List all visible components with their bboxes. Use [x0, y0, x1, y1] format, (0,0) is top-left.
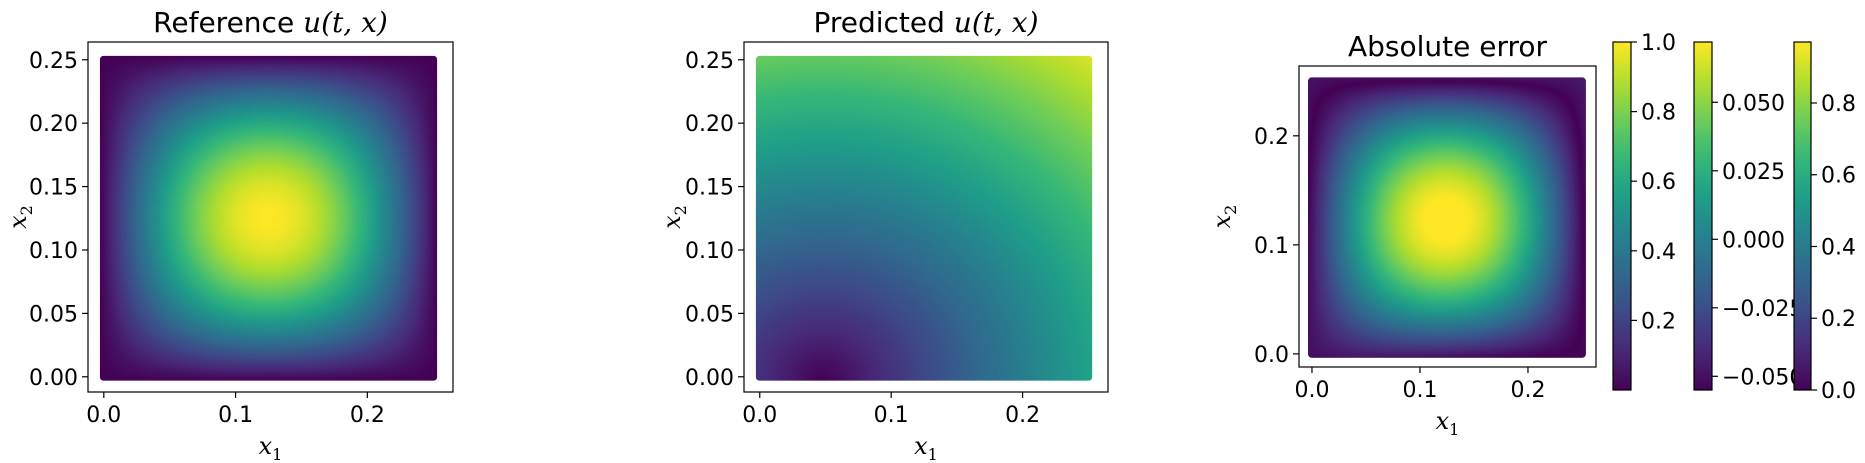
- y-tick-label: 0.25: [29, 49, 78, 74]
- y-tick-label: 0.00: [29, 366, 78, 391]
- colorbar-tick-label: 0.025: [1722, 160, 1785, 185]
- x-tick-label: 0.1: [218, 403, 253, 428]
- heatmap-field: [1307, 77, 1586, 358]
- colorbar-tick-label: −0.025: [1722, 297, 1803, 322]
- y-tick-label: 0.10: [29, 239, 78, 264]
- y-tick-label: 0.25: [685, 49, 734, 74]
- chart-title: Predicted u(t, x): [813, 6, 1038, 39]
- colorbar-tick-label: 0.000: [1722, 228, 1785, 253]
- chart-title: Absolute error: [1348, 30, 1548, 63]
- x-tick-label: 0.1: [874, 403, 909, 428]
- y-tick-label: 0.15: [29, 176, 78, 201]
- y-axis-label: x2: [1208, 205, 1240, 229]
- colorbar-3: 0.0 0.2 0.4 0.6 0.8: [1793, 41, 1856, 404]
- chart-title: Reference u(t, x): [153, 6, 388, 39]
- x-tick-label: 0.1: [1402, 378, 1437, 403]
- colorbar-tick-label: 0.050: [1722, 91, 1785, 116]
- x-axis-label: x1: [1436, 407, 1460, 439]
- y-tick-label: 0.15: [685, 176, 734, 201]
- x-tick-label: 0.0: [86, 403, 121, 428]
- subplot-1: 0.0 0.1 0.2 0.00 0.05 0.10 0.15 0.20 0.25 Referen…: [4, 6, 454, 463]
- y-tick-label: 0.1: [1254, 234, 1289, 259]
- colorbar-tick-label: 0.6: [1641, 170, 1676, 195]
- x-tick-label: 0.2: [350, 403, 385, 428]
- axes-frame: [87, 41, 454, 393]
- colorbar-tick-label: 0.0: [1821, 379, 1856, 404]
- y-tick-label: 0.20: [685, 112, 734, 137]
- x-tick-label: 0.0: [1294, 378, 1329, 403]
- colorbar-tick-label: 0.8: [1641, 101, 1676, 126]
- subplot-3: 0.0 0.1 0.2 0.0 0.1 0.2 Absolute error x1 x2: [1208, 30, 1597, 439]
- colorbar-1: 0.2 0.4 0.6 0.8 1.0: [1612, 31, 1676, 391]
- heatmap-field: [755, 55, 1093, 381]
- y-axis-label: x2: [658, 205, 690, 229]
- axes-frame: [1298, 65, 1597, 368]
- colorbar-2: −0.050 −0.025 0.000 0.025 0.050: [1693, 41, 1803, 391]
- colorbar-gradient: [1693, 41, 1713, 391]
- subplot-2: 0.0 0.1 0.2 0.00 0.05 0.10 0.15 0.20 0.25 Predict…: [658, 6, 1109, 463]
- y-tick-label: 0.2: [1254, 125, 1289, 150]
- x-tick-label: 0.2: [1510, 378, 1545, 403]
- x-axis-label: x1: [914, 432, 938, 463]
- y-tick-label: 0.0: [1254, 343, 1289, 368]
- colorbar-tick-label: 0.8: [1821, 92, 1856, 117]
- x-tick-label: 0.2: [1005, 403, 1040, 428]
- x-axis-label: x1: [259, 432, 283, 463]
- y-tick-label: 0.10: [685, 239, 734, 264]
- colorbar-tick-label: 0.2: [1821, 307, 1856, 332]
- y-tick-label: 0.05: [29, 302, 78, 327]
- y-tick-label: 0.05: [685, 302, 734, 327]
- colorbar-tick-label: 0.6: [1821, 164, 1856, 189]
- x-tick-label: 0.0: [742, 403, 777, 428]
- colorbar-gradient: [1612, 41, 1632, 391]
- colorbar-tick-label: 1.0: [1641, 31, 1676, 56]
- y-tick-label: 0.20: [29, 112, 78, 137]
- colorbar-tick-label: −0.050: [1722, 365, 1803, 390]
- y-axis-label: x2: [4, 205, 36, 229]
- axes-frame: [743, 41, 1109, 393]
- colorbar-gradient: [1793, 41, 1812, 391]
- heatmap-field: [99, 55, 438, 381]
- y-tick-label: 0.00: [685, 366, 734, 391]
- colorbar-tick-label: 0.4: [1641, 240, 1676, 265]
- colorbar-tick-label: 0.2: [1641, 309, 1676, 334]
- colorbar-tick-label: 0.4: [1821, 235, 1856, 260]
